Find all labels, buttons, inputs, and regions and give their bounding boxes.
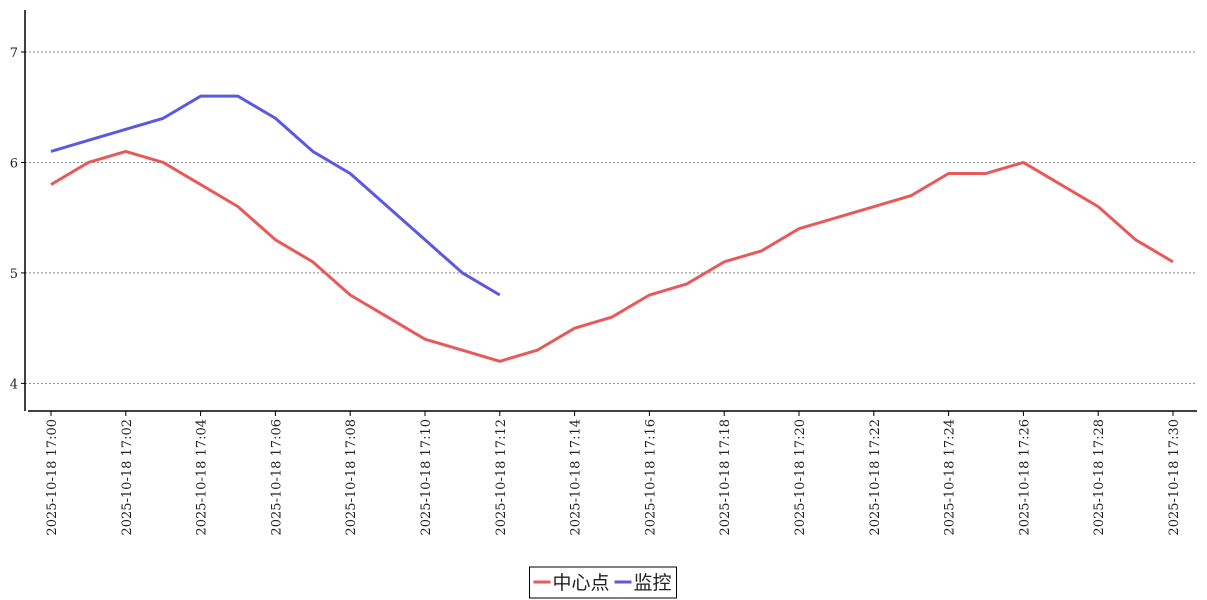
- x-tick-label: 2025-10-18 17:12: [494, 419, 509, 536]
- x-tick-label: 2025-10-18 17:16: [643, 419, 658, 536]
- x-tick-label: 2025-10-18 17:02: [120, 419, 135, 536]
- legend-box: [528, 566, 678, 599]
- x-tick-label: 2025-10-18 17:14: [569, 419, 584, 536]
- x-tick-label: 2025-10-18 17:08: [344, 419, 359, 536]
- y-tick-label: 7: [10, 46, 18, 61]
- x-tick-label: 2025-10-18 17:06: [269, 419, 284, 536]
- x-tick-label: 2025-10-18 17:00: [45, 419, 60, 536]
- series-line: [50, 94, 501, 297]
- legend-label: 监控: [634, 572, 672, 594]
- x-tick-label: 2025-10-18 17:18: [718, 419, 733, 536]
- y-tick-label: 6: [10, 156, 18, 171]
- x-tick-label: 2025-10-18 17:24: [943, 419, 958, 536]
- legend: 中心点 监控: [528, 566, 678, 599]
- x-tick-label: 2025-10-18 17:26: [1017, 419, 1032, 536]
- x-tick-label: 2025-10-18 17:30: [1167, 419, 1182, 536]
- legend-label: 中心点: [552, 572, 609, 594]
- x-tick-label: 2025-10-18 17:10: [419, 419, 434, 536]
- series-line: [50, 149, 1174, 363]
- y-tick-label: 4: [10, 377, 18, 392]
- y-tick-label: 5: [10, 267, 18, 282]
- x-tick-label: 2025-10-18 17:28: [1092, 419, 1107, 536]
- x-tick-label: 2025-10-18 17:20: [793, 419, 808, 536]
- x-tick-label: 2025-10-18 17:04: [195, 419, 210, 536]
- x-tick-label: 2025-10-18 17:22: [868, 419, 883, 536]
